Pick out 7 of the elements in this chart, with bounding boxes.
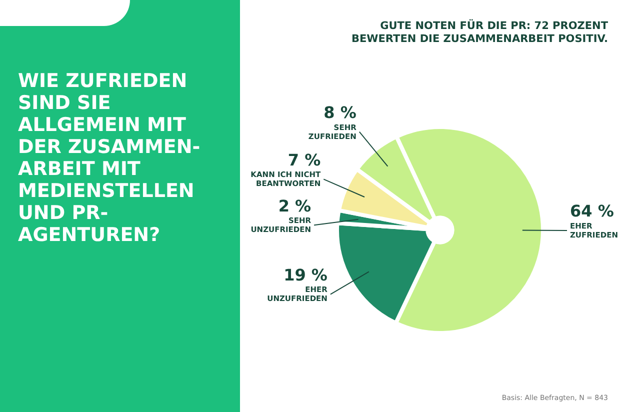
data-label: 64 % xyxy=(570,202,614,221)
data-label: 2 % xyxy=(278,196,312,216)
data-label: 7 % xyxy=(288,150,321,170)
text: WIE ZUFRIEDEN SIND SIE ALLGEMEIN MIT DER ZUSAMMEN-ARBEIT MIT MEDIENSTELLEN UND PR-AGENTUREN? xyxy=(18,70,202,246)
chart-subtitle: GUTE NOTEN FÜR DIE PR: 72 PROZENT BEWERTEN DIE ZUSAMMENARBEIT POSITIV. xyxy=(350,20,608,46)
data-label: 8 % xyxy=(324,103,356,122)
data-label: 19 % xyxy=(284,265,328,284)
